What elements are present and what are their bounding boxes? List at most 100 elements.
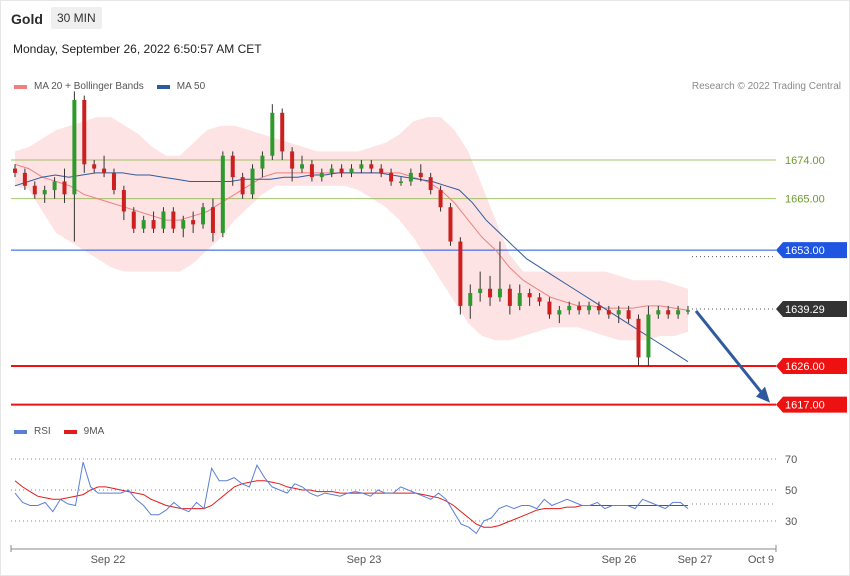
candle-body <box>577 305 582 311</box>
candle-body <box>606 310 611 315</box>
candle-body <box>676 310 681 315</box>
candle <box>280 108 285 160</box>
candle <box>181 215 186 238</box>
rsi-9ma-line <box>14 480 688 528</box>
legend-label-ma50: MA 50 <box>176 81 206 92</box>
candle <box>458 237 463 315</box>
candle-body <box>359 164 364 169</box>
candle <box>488 275 493 306</box>
candle-body <box>32 185 37 195</box>
legend-swatch-9ma <box>63 429 77 434</box>
candle <box>161 207 166 233</box>
candle <box>369 160 374 173</box>
rsi-legend: RSI 9MA <box>14 426 117 437</box>
candle <box>428 172 433 195</box>
candle-body <box>141 220 146 229</box>
price-label-text: 1665.00 <box>785 194 825 206</box>
candle <box>319 168 324 182</box>
candle <box>72 91 77 242</box>
candle <box>408 168 413 186</box>
price-label-last: 1639.29 <box>776 300 847 317</box>
candle-body <box>567 305 572 311</box>
price-label-support: 1626.00 <box>776 358 847 374</box>
candle <box>359 160 364 173</box>
candle-body <box>557 310 562 315</box>
candle-body <box>131 211 136 229</box>
candle <box>676 305 681 319</box>
candle <box>270 104 275 160</box>
candle <box>32 181 37 199</box>
candle-body <box>428 177 433 191</box>
legend-swatch-rsi <box>14 429 27 434</box>
rsi-tick-label: 30 <box>785 516 797 528</box>
price-label-box <box>776 358 847 374</box>
candle-body <box>507 288 512 306</box>
candle-body <box>240 177 245 195</box>
candle-body <box>339 168 344 173</box>
candle <box>92 160 97 173</box>
candle <box>379 164 384 178</box>
candle-body <box>666 310 671 315</box>
candle-body <box>369 164 374 169</box>
candle <box>349 164 354 178</box>
candle <box>507 284 512 315</box>
candle-body <box>121 190 126 212</box>
candle <box>171 207 176 233</box>
price-label-text: 1639.29 <box>785 304 825 316</box>
candle <box>527 288 532 306</box>
candle <box>210 198 215 242</box>
candle-body <box>111 172 116 191</box>
candle-body <box>72 99 77 195</box>
copyright-label: Research © 2022 Trading Central <box>691 81 841 92</box>
time-axis-label: Oct 9 <box>748 554 774 566</box>
candle <box>131 207 136 233</box>
candle <box>616 305 621 324</box>
candle <box>329 164 334 178</box>
candle-body <box>408 172 413 182</box>
candle <box>191 211 196 233</box>
candle <box>666 305 671 319</box>
candle <box>438 185 443 212</box>
candle-body <box>448 207 453 242</box>
candle-body <box>418 172 423 178</box>
candle <box>62 168 67 203</box>
candle-body <box>270 112 275 156</box>
legend-item-9ma: 9MA <box>63 426 105 437</box>
candle-body <box>191 220 196 225</box>
price-label-support: 1617.00 <box>776 396 847 413</box>
candle-body <box>13 168 17 173</box>
candle <box>656 305 661 319</box>
candle-body <box>171 211 176 229</box>
candle-body <box>547 301 552 315</box>
candle <box>13 164 17 178</box>
candle-body <box>656 310 661 315</box>
candle <box>82 95 87 173</box>
forecast-arrow-line <box>694 310 766 397</box>
legend-label-rsi: RSI <box>34 426 51 437</box>
candle <box>636 314 641 366</box>
legend-swatch-ma20 <box>14 84 27 89</box>
candle-body <box>62 181 67 195</box>
legend-label-9ma: 9MA <box>83 426 105 437</box>
candle-body <box>151 220 156 229</box>
price-label-box <box>776 396 847 413</box>
time-axis-label: Sep 27 <box>678 554 713 566</box>
candle <box>478 271 483 302</box>
candle-body <box>389 172 394 182</box>
candle <box>646 305 651 366</box>
price-label-text: 1674.00 <box>785 155 825 167</box>
candle-body <box>379 168 384 173</box>
candle <box>448 202 453 246</box>
candle-body <box>52 181 57 191</box>
price-label-pivot: 1653.00 <box>776 242 847 259</box>
timeframe-badge[interactable]: 30 MIN <box>51 7 102 29</box>
candle <box>240 172 245 199</box>
candle-body <box>280 112 285 152</box>
main-legend: MA 20 + Bollinger Bands MA 50 <box>14 81 218 92</box>
candle-body <box>220 155 225 233</box>
candle-body <box>488 288 493 298</box>
time-axis-label: Sep 26 <box>602 554 637 566</box>
candle <box>111 168 116 195</box>
candle-body <box>309 164 314 178</box>
